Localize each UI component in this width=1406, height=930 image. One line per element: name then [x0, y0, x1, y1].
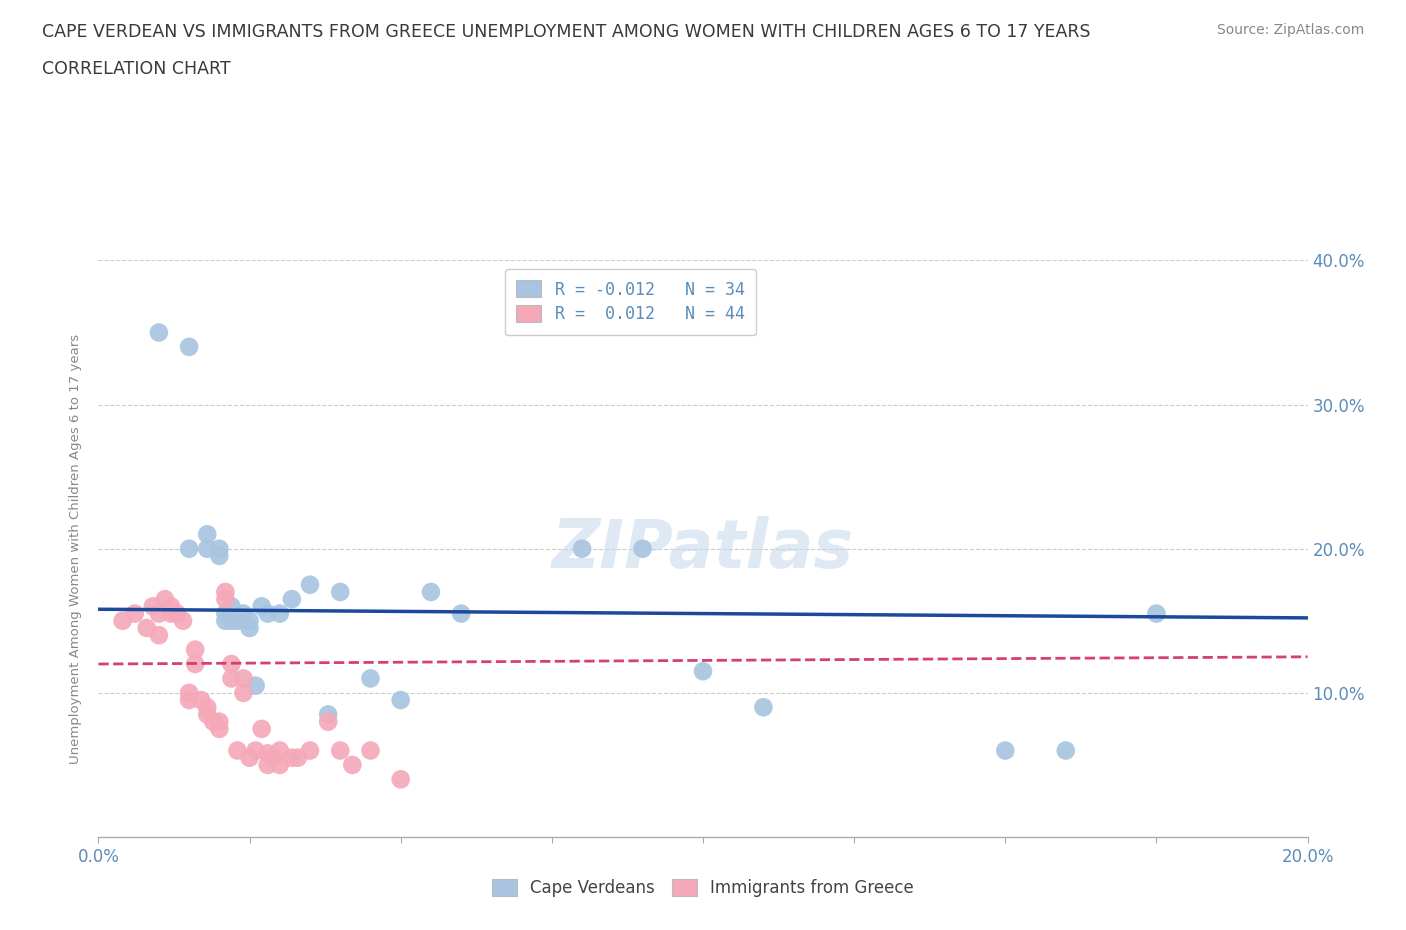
Point: [232, 606, 254, 621]
Point: [148, 606, 170, 621]
Point: [631, 541, 654, 556]
Point: [256, 746, 278, 761]
Point: [179, 685, 201, 700]
Point: [214, 614, 236, 629]
Point: [179, 693, 201, 708]
Point: [148, 628, 170, 643]
Text: ZIPatlas: ZIPatlas: [553, 516, 853, 581]
Point: [281, 591, 304, 606]
Point: [232, 685, 254, 700]
Point: [389, 693, 412, 708]
Point: [226, 614, 249, 629]
Text: CORRELATION CHART: CORRELATION CHART: [42, 60, 231, 78]
Point: [316, 714, 339, 729]
Point: [287, 751, 309, 765]
Point: [184, 643, 207, 658]
Point: [239, 614, 262, 629]
Point: [269, 757, 291, 772]
Point: [195, 700, 218, 715]
Point: [153, 591, 176, 606]
Point: [450, 606, 472, 621]
Point: [221, 671, 243, 686]
Point: [190, 693, 212, 708]
Point: [239, 751, 262, 765]
Y-axis label: Unemployment Among Women with Children Ages 6 to 17 years: Unemployment Among Women with Children A…: [69, 334, 83, 764]
Point: [214, 606, 236, 621]
Point: [214, 591, 236, 606]
Point: [208, 549, 231, 564]
Point: [269, 743, 291, 758]
Point: [221, 614, 243, 629]
Point: [226, 743, 249, 758]
Point: [245, 743, 267, 758]
Text: Source: ZipAtlas.com: Source: ZipAtlas.com: [1216, 23, 1364, 37]
Point: [299, 578, 322, 592]
Point: [360, 743, 382, 758]
Text: CAPE VERDEAN VS IMMIGRANTS FROM GREECE UNEMPLOYMENT AMONG WOMEN WITH CHILDREN AG: CAPE VERDEAN VS IMMIGRANTS FROM GREECE U…: [42, 23, 1091, 41]
Point: [281, 751, 304, 765]
Point: [202, 714, 225, 729]
Point: [148, 326, 170, 340]
Point: [245, 678, 267, 693]
Point: [360, 671, 382, 686]
Point: [208, 541, 231, 556]
Point: [316, 707, 339, 722]
Point: [389, 772, 412, 787]
Point: [329, 585, 352, 600]
Point: [179, 541, 201, 556]
Point: [994, 743, 1017, 758]
Point: [214, 585, 236, 600]
Point: [1054, 743, 1077, 758]
Point: [135, 620, 157, 635]
Point: [329, 743, 352, 758]
Point: [1144, 606, 1167, 621]
Point: [142, 599, 165, 614]
Point: [250, 599, 273, 614]
Point: [160, 606, 183, 621]
Point: [124, 606, 146, 621]
Point: [250, 722, 273, 737]
Point: [195, 707, 218, 722]
Point: [208, 722, 231, 737]
Point: [184, 657, 207, 671]
Point: [420, 585, 443, 600]
Point: [179, 339, 201, 354]
Point: [221, 599, 243, 614]
Point: [221, 657, 243, 671]
Legend: Cape Verdeans, Immigrants from Greece: Cape Verdeans, Immigrants from Greece: [485, 872, 921, 904]
Point: [160, 599, 183, 614]
Point: [752, 700, 775, 715]
Point: [692, 664, 714, 679]
Point: [269, 606, 291, 621]
Point: [299, 743, 322, 758]
Point: [342, 757, 364, 772]
Point: [195, 527, 218, 542]
Point: [256, 606, 278, 621]
Point: [208, 714, 231, 729]
Point: [172, 614, 194, 629]
Point: [232, 671, 254, 686]
Point: [263, 751, 285, 765]
Point: [111, 614, 134, 629]
Point: [571, 541, 593, 556]
Point: [256, 757, 278, 772]
Point: [195, 541, 218, 556]
Point: [239, 620, 262, 635]
Point: [166, 606, 188, 621]
